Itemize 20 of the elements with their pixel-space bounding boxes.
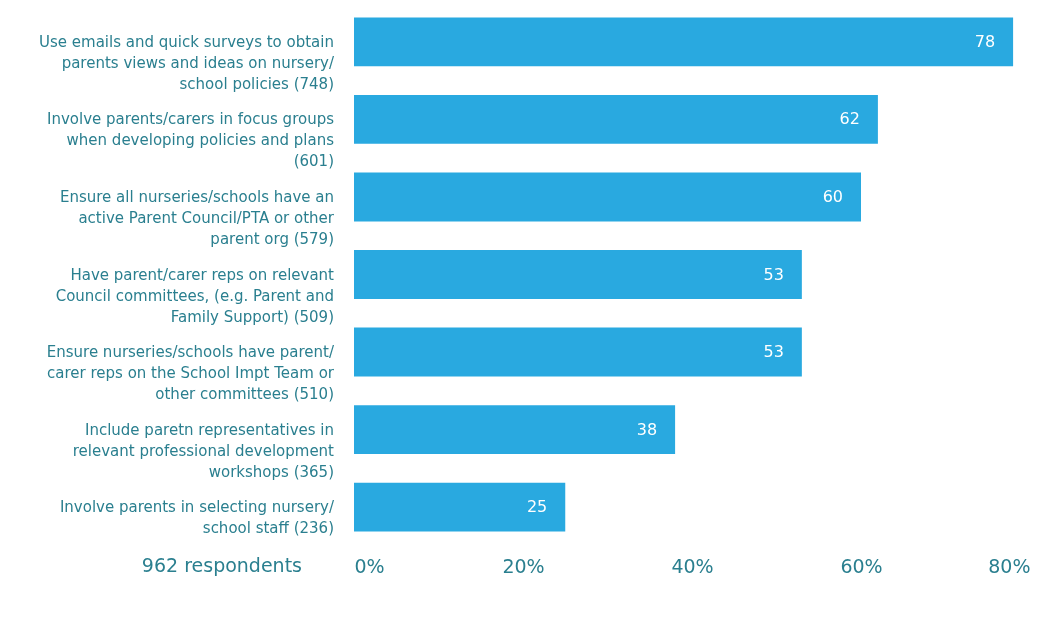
data-label: 38 — [636, 419, 658, 439]
x-tick-label: 60% — [840, 554, 883, 577]
data-label: 60 — [822, 186, 843, 206]
data-label: 25 — [526, 497, 548, 517]
x-tick-label: 0% — [354, 554, 385, 577]
text: 962 respondents — [141, 554, 302, 576]
x-tick-label: 20% — [502, 554, 545, 577]
data-label: 53 — [763, 264, 784, 284]
y-tick-label: Involve parents in selecting nursery/ school staff (236) — [59, 498, 335, 538]
y-tick-label: Include paretn representatives in relevant professional development workshops (365) — [72, 420, 335, 481]
y-tick-label: Ensure all nurseries/schools have an active Parent Council/PTA or other parent org (579) — [59, 187, 335, 248]
data-label: 62 — [839, 109, 860, 129]
data-label: 53 — [763, 342, 784, 362]
y-tick-label: Involve parents/carers in focus groups when developing policies and plans (601) — [47, 110, 335, 171]
y-tick-label: Ensure nurseries/schools have parent/ carer reps on the School Impt Team or other committees (510) — [46, 343, 335, 404]
data-label: 78 — [974, 31, 996, 51]
x-tick-label: 80% — [988, 554, 1031, 577]
x-tick-label: 40% — [671, 554, 714, 577]
y-tick-label: Have parent/carer reps on relevant Council committees, (e.g. Parent and Family Support) (509) — [55, 265, 335, 326]
y-tick-label: Use emails and quick surveys to obtain parents views and ideas on nursery/ school policies (748) — [39, 32, 335, 93]
